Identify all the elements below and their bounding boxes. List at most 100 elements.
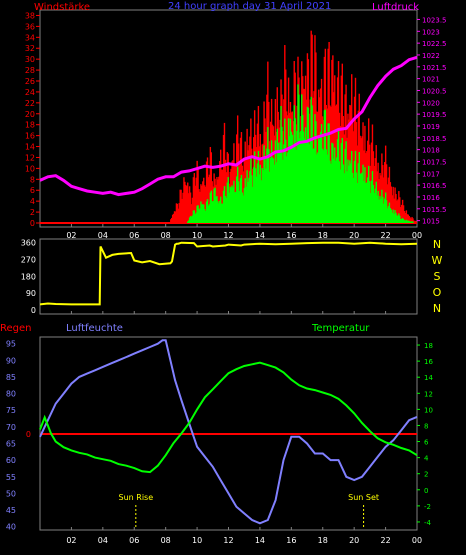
wind-mean-bar [384,198,386,223]
wind-gust-bar [224,159,227,223]
wind-mean-bar [293,105,295,223]
wind-mean-bar [286,152,289,223]
wind-mean-bar [351,150,353,223]
wind-gust-bar [352,131,355,223]
wind-mean-bar [255,176,258,223]
wind-gust-bar [186,186,188,223]
wind-mean-bar [205,201,208,223]
wind-gust-bar [184,181,186,223]
wind-gust-bar [404,212,407,223]
wind-mean-bar [262,170,264,223]
wind-mean-bar [314,114,316,223]
time-tick-label: 06 [129,536,139,545]
wind-mean-bar [224,196,227,223]
wind-gust-bar [189,192,192,223]
wind-mean-bar [328,123,330,223]
time-tick-label: 00 [412,231,422,240]
wind-mean-bar [367,165,370,223]
humidity-line [39,339,418,525]
time-tick-label: 14 [255,536,265,545]
direction-tick-label: 270 [21,256,36,265]
humidity-tick-label: 60 [6,456,16,465]
wind-tick-label: 8 [30,175,35,184]
sun-event-label: Sun Set [348,493,379,502]
wind-mean-bar [308,144,311,223]
wind-mean-bar [279,142,281,223]
pressure-tick-label: 1023.5 [422,16,447,24]
pressure-tick-label: 1022 [422,52,440,60]
wind-gust-bar [203,185,206,223]
wind-mean-bar [273,164,276,223]
wind-mean-bar [411,221,413,223]
wind-gust-bar [415,220,417,223]
humidity-tick-label: 75 [6,406,16,415]
wind-tick-label: 14 [25,143,35,152]
wind-mean-bar [208,204,211,223]
rain-axis-label: Regen [0,323,32,334]
wind-gust-bar [410,218,412,223]
wind-mean-bar [247,181,249,223]
wind-gust-bar [405,210,408,223]
wind-tick-label: 24 [25,88,35,97]
compass-label: S [434,270,441,283]
temperature-tick-label: 16 [424,358,433,366]
direction-tick-label: 180 [21,272,36,281]
pressure-tick-label: 1022.5 [422,40,447,48]
wind-tick-label: 26 [25,77,35,86]
humidity-tick-label: 50 [6,489,16,498]
pressure-tick-label: 1016 [422,194,440,202]
wind-gust-bar [400,207,402,223]
wind-mean-bar [394,210,396,223]
wind-mean-bar [311,105,313,223]
wind-mean-bar [198,209,200,223]
wind-mean-bar [250,158,252,223]
wind-mean-bar [223,186,226,223]
wind-mean-bar [374,188,376,223]
wind-axis-label: Windstärke [34,2,90,13]
wind-mean-bar [297,84,299,223]
wind-mean-bar [412,221,414,223]
wind-mean-bar [355,172,358,223]
wind-mean-bar [347,159,349,223]
pressure-tick-label: 1019.5 [422,111,447,119]
wind-tick-label: 38 [25,11,35,20]
wind-mean-bar [189,216,192,223]
wind-mean-bar [321,148,324,223]
time-tick-label: 18 [318,231,328,240]
wind-mean-bar [370,180,373,223]
wind-mean-bar [268,149,270,223]
wind-tick-label: 30 [25,55,35,64]
wind-mean-bar [256,163,259,223]
wind-mean-bar [217,201,219,223]
wind-mean-bar [215,196,217,223]
wind-mean-bar [287,118,290,223]
wind-gust-bar [180,189,182,223]
wind-gust-bar [387,177,390,223]
wind-mean-bar [251,175,253,223]
wind-mean-bar [290,131,293,223]
wind-mean-bar [363,181,365,223]
wind-gust-bar [182,192,184,223]
wind-mean-bar [382,196,384,223]
wind-mean-bar [219,200,221,223]
wind-mean-bar [387,206,390,223]
wind-mean-bar [294,118,296,223]
wind-mean-bar [319,131,322,223]
wind-gust-bar [393,198,395,223]
wind-mean-bar [257,150,260,223]
wind-mean-bar [371,171,374,223]
wind-gust-bar [409,217,411,223]
wind-mean-bar [350,163,352,223]
time-tick-label: 14 [255,231,265,240]
wind-gust-bar [400,204,403,223]
wind-mean-bar [285,139,287,223]
wind-mean-bar [269,171,271,223]
wind-mean-bar [264,158,266,223]
compass-label: N [433,238,441,251]
wind-mean-bar [318,135,320,223]
wind-mean-bar [203,209,206,223]
wind-mean-bar [201,204,203,223]
wind-mean-bar [252,186,254,223]
wind-gust-bar [191,197,194,223]
wind-mean-bar [407,220,409,223]
